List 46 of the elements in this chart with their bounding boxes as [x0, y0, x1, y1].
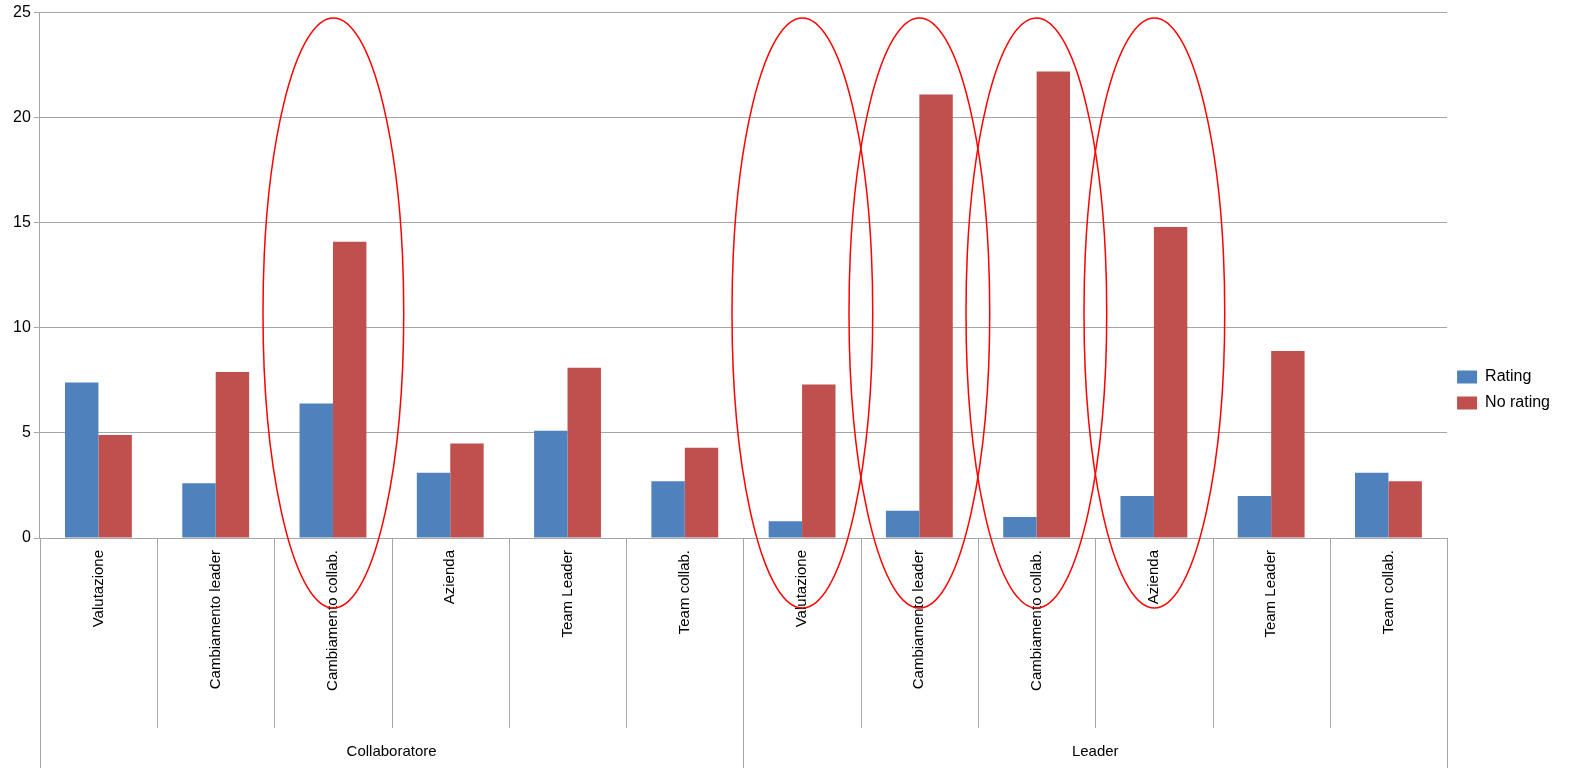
x-tick-label: Valutazione [792, 550, 810, 628]
bar [651, 481, 685, 538]
x-tick-label: Azienda [440, 549, 458, 605]
y-tick-label: 5 [21, 423, 31, 441]
legend-label: No rating [1485, 393, 1550, 411]
bar [98, 435, 132, 538]
bar [684, 447, 719, 538]
x-tick-label: Valutazione [88, 550, 106, 628]
bar [768, 521, 803, 538]
x-tick-label: Team Leader [557, 550, 575, 638]
bar [1388, 481, 1422, 538]
bar [1120, 495, 1154, 538]
x-tick-label: Cambiamento collab. [1026, 550, 1044, 691]
x-tick-label: Cambiamento collab. [323, 550, 341, 691]
bar [332, 241, 367, 538]
x-tick-label: Team collab. [1378, 550, 1396, 635]
bar [567, 367, 601, 538]
y-tick-label: 0 [21, 528, 31, 546]
y-tick-label: 20 [13, 108, 31, 126]
x-tick-label: Cambiamento leader [205, 550, 223, 690]
bar [802, 384, 836, 538]
bar [416, 472, 451, 538]
x-tick-label: Team Leader [1261, 550, 1279, 638]
text: Collaboratore [346, 742, 437, 760]
bar [1003, 516, 1037, 538]
bar [1271, 350, 1305, 538]
x-tick-label: Cambiamento leader [909, 550, 927, 690]
bar [1036, 71, 1071, 538]
bar [1153, 226, 1188, 538]
y-tick-label: 10 [13, 318, 31, 336]
y-tick-label: 25 [13, 3, 31, 21]
bar [534, 430, 568, 538]
legend-label: Rating [1485, 367, 1532, 385]
bar [885, 510, 920, 538]
y-tick-label: 15 [13, 213, 31, 231]
bar [215, 371, 250, 538]
bar [450, 443, 484, 538]
text: Leader [1071, 742, 1119, 760]
x-tick-label: Team collab. [674, 550, 692, 635]
bar [299, 403, 333, 538]
x-tick-label: Azienda [1144, 549, 1162, 605]
bar [919, 94, 953, 538]
bar [65, 382, 99, 538]
bar [1355, 472, 1389, 538]
bar [182, 483, 216, 538]
bar [1237, 495, 1272, 538]
